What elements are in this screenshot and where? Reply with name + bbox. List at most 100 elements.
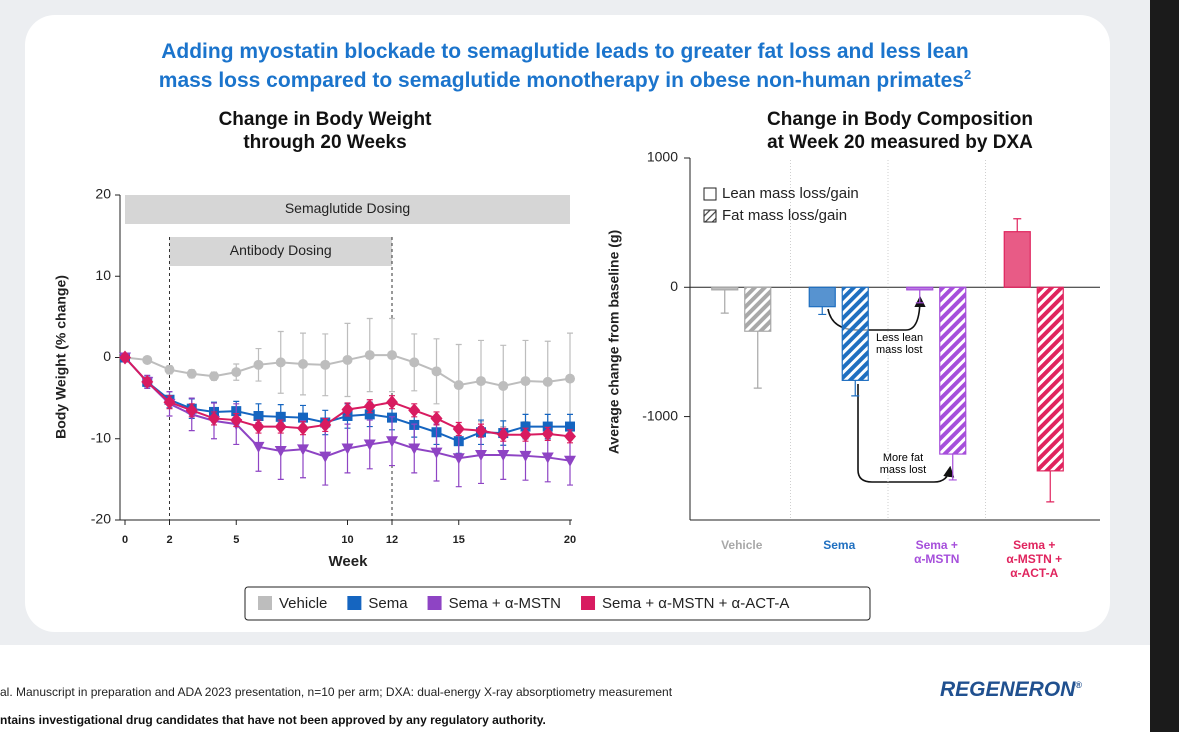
marker (498, 380, 509, 391)
marker (342, 354, 353, 365)
legend-box (244, 586, 871, 621)
legend-swatch (427, 596, 442, 610)
chart-title: Change in Body Weight through 20 Weeks (218, 109, 432, 153)
marker (319, 417, 332, 432)
marker (185, 403, 198, 418)
x-tick-label: Vehicle (721, 538, 763, 552)
marker (431, 366, 442, 377)
marker (387, 350, 397, 361)
marker (497, 427, 510, 442)
x-tick-label: 10 (341, 534, 353, 546)
x-tick-label: 5 (233, 534, 239, 546)
legend-label: Lean mass loss/gain (722, 185, 859, 202)
x-tick-label: 2 (166, 534, 172, 546)
marker (520, 421, 531, 432)
chart-title: Change in Body Composition at Week 20 me… (767, 109, 1033, 153)
error-bar (948, 454, 957, 481)
y-tick-label: 10 (95, 267, 111, 283)
marker (430, 447, 443, 459)
marker (408, 443, 421, 455)
marker (341, 402, 354, 417)
bar (744, 286, 772, 332)
marker (475, 450, 487, 461)
logo: REGENERON® (940, 678, 1082, 702)
marker (164, 364, 175, 375)
title-text: Adding myostatin blockade to semaglutide… (158, 40, 969, 92)
span-label: Semaglutide Dosing (285, 200, 410, 216)
marker (274, 419, 287, 434)
marker (297, 421, 309, 436)
marker (541, 452, 554, 464)
x-tick-label: 12 (386, 534, 398, 546)
marker (186, 368, 197, 379)
legend-label: Sema + α-MSTN + α-ACT-A (602, 595, 789, 612)
marker (275, 411, 286, 422)
bar (808, 286, 836, 308)
y-axis-label: Body Weight (% change) (53, 275, 69, 439)
marker (541, 426, 554, 441)
marker (476, 376, 486, 387)
marker (298, 412, 308, 423)
marker (363, 439, 376, 451)
marker (542, 376, 553, 387)
legend-swatch (258, 596, 272, 610)
marker (142, 354, 153, 365)
bar (711, 286, 739, 291)
x-tick-label: 0 (122, 534, 128, 546)
dosing-span (125, 195, 570, 224)
marker (430, 411, 443, 426)
legend-label: Sema (368, 595, 408, 612)
span-label: Antibody Dosing (230, 242, 332, 258)
logo-text: REGENERON (940, 678, 1076, 701)
y-tick-label: -1000 (642, 407, 678, 423)
marker (231, 367, 242, 378)
bar (1003, 231, 1031, 288)
marker (208, 411, 220, 426)
marker (319, 451, 332, 463)
marker (520, 376, 531, 387)
marker (564, 429, 576, 444)
y-tick-label: 0 (103, 348, 111, 364)
error-bar (720, 289, 729, 314)
marker (519, 450, 532, 462)
error-bar (1013, 218, 1022, 232)
footnote: al. Manuscript in preparation and ADA 20… (0, 685, 673, 699)
x-tick-label: Sema (823, 538, 856, 552)
annotation: More fat mass lost (879, 452, 927, 476)
bar (939, 286, 967, 455)
marker (564, 455, 576, 467)
bar (841, 286, 869, 381)
x-tick-label: 20 (564, 534, 576, 546)
marker (363, 399, 376, 414)
marker (141, 374, 154, 389)
side-strip (1150, 0, 1179, 732)
marker (253, 359, 264, 370)
annotation: Less lean mass lost (876, 332, 924, 356)
marker (298, 359, 308, 369)
disclaimer: ntains investigational drug candidates t… (0, 713, 546, 727)
marker (519, 427, 532, 442)
annotation-arrow (827, 295, 926, 331)
marker (274, 445, 287, 457)
marker (497, 450, 510, 461)
marker (565, 373, 575, 384)
marker (364, 350, 375, 361)
marker (252, 419, 265, 434)
error-bar (915, 289, 924, 304)
y-tick-label: -20 (91, 511, 111, 527)
marker (275, 357, 286, 368)
x-tick-label: 15 (453, 534, 465, 546)
marker (163, 395, 176, 410)
legend-label: Sema + α-MSTN (449, 595, 561, 612)
marker (453, 380, 464, 391)
legend-swatch (703, 209, 717, 223)
marker (297, 444, 309, 456)
legend-label: Fat mass loss/gain (722, 207, 847, 224)
marker (253, 411, 264, 421)
y-tick-label: -10 (91, 429, 111, 445)
logo-mark: ® (1075, 680, 1082, 690)
y-tick-label: 20 (95, 186, 111, 202)
annotation-arrow (857, 384, 955, 483)
marker (386, 436, 398, 448)
x-tick-label: Sema + α-MSTN + α-ACT-A (1006, 538, 1063, 580)
